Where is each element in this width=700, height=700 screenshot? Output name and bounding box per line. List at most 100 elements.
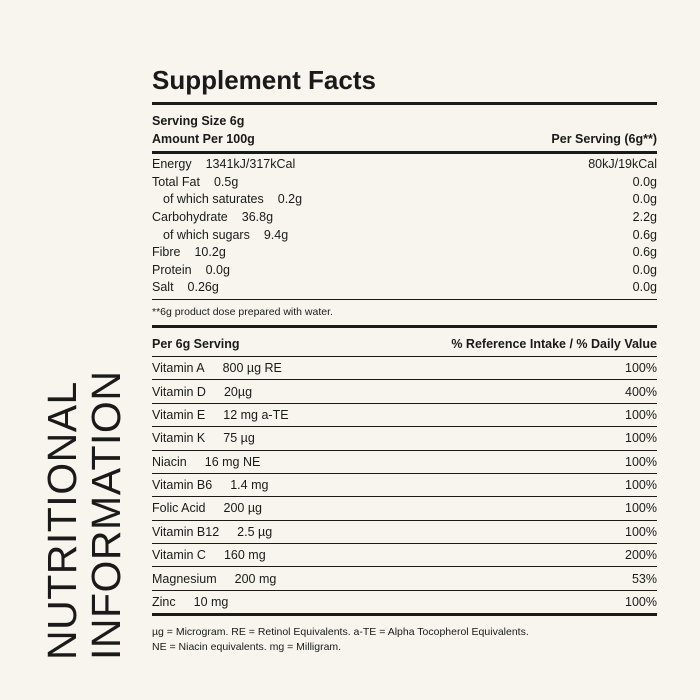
vitamin-percent: 100% <box>625 595 657 610</box>
nutrient-row: of which sugars 9.4g 0.6g <box>152 227 657 245</box>
vitamin-row: Vitamin E 12 mg a-TE 100% <box>152 402 657 426</box>
nutrient-per-serving: 0.6g <box>632 245 657 260</box>
vitamin-name: Zinc <box>152 595 176 610</box>
vitamins-header-left: Per 6g Serving <box>152 336 240 351</box>
vitamins-header-right: % Reference Intake / % Daily Value <box>451 336 657 351</box>
vitamin-name: Vitamin C <box>152 548 206 563</box>
nutrient-per100: 0.2g <box>277 192 303 207</box>
vitamin-percent: 400% <box>625 384 657 399</box>
nutrient-left: Fibre 10.2g <box>152 244 226 262</box>
nutrient-per-serving: 0.0g <box>632 262 657 277</box>
nutrient-left: Energy 1341kJ/317kCal <box>152 156 295 174</box>
vitamin-amount: 2.5 µg <box>237 524 273 539</box>
vitamin-name: Vitamin D <box>152 384 206 399</box>
vitamin-name: Folic Acid <box>152 501 206 516</box>
vitamin-divider <box>152 613 657 617</box>
note-divider <box>152 324 657 328</box>
nutrient-label: Energy <box>152 157 192 172</box>
serving-info: Serving Size 6g Amount Per 100g Per Serv… <box>152 105 657 151</box>
vitamin-left: Vitamin B12 2.5 µg <box>152 521 272 543</box>
vitamin-name: Vitamin A <box>152 361 205 376</box>
vitamin-left: Vitamin D 20µg <box>152 381 252 403</box>
nutrient-per-serving: 0.6g <box>632 227 657 242</box>
page-title: Supplement Facts <box>152 65 376 95</box>
amount-per-100g: Amount Per 100g <box>152 131 255 146</box>
nutrient-row: Carbohydrate 36.8g 2.2g <box>152 209 657 227</box>
vitamin-amount: 75 µg <box>223 431 255 446</box>
vitamin-left: Niacin 16 mg NE <box>152 451 260 473</box>
amount-header-row: Amount Per 100g Per Serving (6g**) <box>152 131 657 149</box>
vitamin-name: Vitamin B6 <box>152 478 213 493</box>
vitamin-row: Niacin 16 mg NE 100% <box>152 449 657 473</box>
per-serving-header: Per Serving (6g**) <box>551 131 657 146</box>
vitamin-percent: 100% <box>625 361 657 376</box>
nutrient-label: of which sugars <box>163 227 250 242</box>
vitamin-row: Vitamin B6 1.4 mg 100% <box>152 472 657 496</box>
vitamin-percent: 100% <box>625 431 657 446</box>
vitamin-amount: 200 mg <box>234 571 277 586</box>
nutrient-label: Protein <box>152 262 192 277</box>
vitamin-percent: 53% <box>631 571 657 586</box>
vitamin-name: Vitamin E <box>152 407 206 422</box>
serving-size-row: Serving Size 6g <box>152 113 657 131</box>
nutrient-per-serving: 2.2g <box>632 209 657 224</box>
nutrient-row: Energy 1341kJ/317kCal 80kJ/19kCal <box>152 156 657 174</box>
vitamin-left: Vitamin B6 1.4 mg <box>152 474 268 496</box>
nutrient-left: of which saturates 0.2g <box>152 191 302 209</box>
nutrient-label: Total Fat <box>152 174 200 189</box>
vitamin-name: Vitamin K <box>152 431 206 446</box>
vitamin-amount: 160 mg <box>223 548 266 563</box>
vitamin-percent: 100% <box>625 478 657 493</box>
vitamin-left: Folic Acid 200 µg <box>152 497 262 519</box>
vitamin-left: Zinc 10 mg <box>152 591 228 613</box>
side-title-line1: NUTRITIONAL <box>39 381 85 660</box>
vitamin-left: Vitamin A 800 µg RE <box>152 357 282 379</box>
nutrient-per-serving: 0.0g <box>632 192 657 207</box>
dose-note: **6g product dose prepared with water. <box>152 305 333 318</box>
nutrient-per100: 0.26g <box>187 280 219 295</box>
nutrient-per100: 9.4g <box>263 227 289 242</box>
nutrient-left: Protein 0.0g <box>152 262 230 280</box>
nutrient-divider <box>152 298 657 300</box>
nutrient-per100: 1341kJ/317kCal <box>205 157 296 172</box>
vitamin-row: Vitamin K 75 µg 100% <box>152 426 657 449</box>
nutrient-per-serving: 0.0g <box>632 280 657 295</box>
vitamin-percent: 100% <box>625 407 657 422</box>
nutrient-per100: 36.8g <box>241 209 274 224</box>
vitamin-amount: 1.4 mg <box>230 478 269 493</box>
vitamin-left: Vitamin K 75 µg <box>152 427 255 449</box>
vitamin-amount: 12 mg a-TE <box>223 407 289 422</box>
nutrient-per-serving: 0.0g <box>632 174 657 189</box>
vitamin-amount: 10 mg <box>193 595 229 610</box>
nutrient-left: Carbohydrate 36.8g <box>152 209 273 227</box>
vitamin-amount: 800 µg RE <box>222 361 282 376</box>
vitamin-row: Magnesium 200 mg 53% <box>152 566 657 589</box>
vitamin-amount: 16 mg NE <box>204 454 261 469</box>
vitamin-left: Vitamin E 12 mg a-TE <box>152 404 289 426</box>
footnote: µg = Microgram. RE = Retinol Equivalents… <box>152 616 657 655</box>
footnote-line1: µg = Microgram. RE = Retinol Equivalents… <box>152 626 529 639</box>
vitamin-percent: 100% <box>625 501 657 516</box>
vitamin-amount: 200 µg <box>223 501 262 516</box>
nutrient-per100: 0.5g <box>213 174 239 189</box>
vitamin-name: Niacin <box>152 454 187 469</box>
nutrient-label: Carbohydrate <box>152 209 228 224</box>
title-divider <box>152 102 657 105</box>
side-title-line2: INFORMATION <box>83 370 129 660</box>
nutrient-row: Total Fat 0.5g 0.0g <box>152 174 657 192</box>
vitamin-left: Magnesium 200 mg <box>152 568 276 590</box>
nutrient-per100: 10.2g <box>194 245 226 260</box>
vitamin-row: Vitamin C 160 mg 200% <box>152 543 657 566</box>
vitamin-row: Folic Acid 200 µg 100% <box>152 496 657 519</box>
nutrient-row: Fibre 10.2g 0.6g <box>152 244 657 262</box>
vitamin-row: Vitamin A 800 µg RE 100% <box>152 355 657 379</box>
nutrient-per-serving: 80kJ/19kCal <box>588 157 657 172</box>
nutrient-list: Energy 1341kJ/317kCal 80kJ/19kCal Total Fat… <box>152 154 657 299</box>
vitamin-percent: 200% <box>625 548 657 563</box>
vitamin-row: Vitamin D 20µg 400% <box>152 379 657 402</box>
nutrient-per100: 0.0g <box>205 262 230 277</box>
side-title: NUTRITIONAL INFORMATION <box>39 370 129 660</box>
serving-divider <box>152 151 657 155</box>
vitamin-percent: 100% <box>625 454 657 469</box>
vitamin-percent: 100% <box>625 524 657 539</box>
